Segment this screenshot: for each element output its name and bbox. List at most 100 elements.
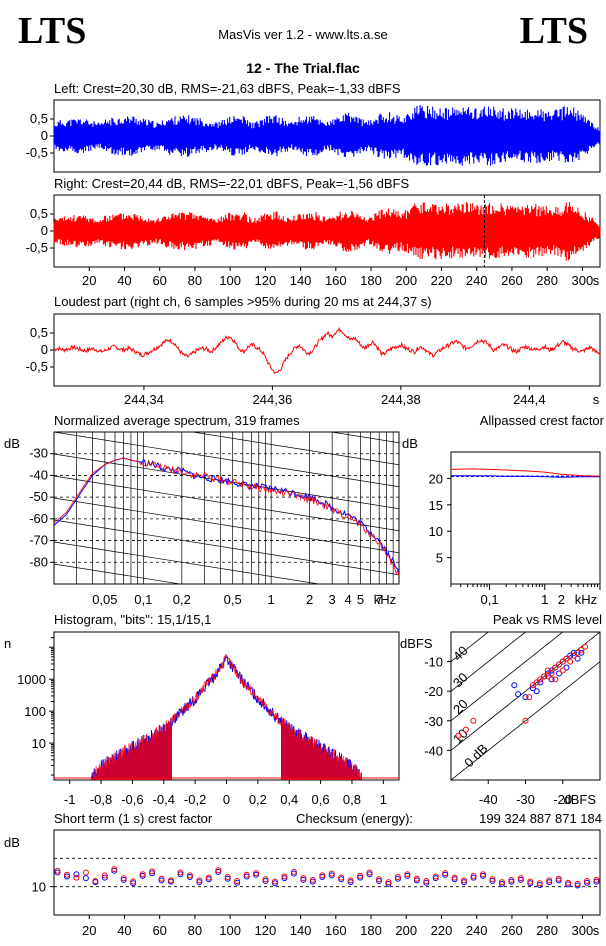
short-term-title: Short term (1 s) crest factor [54, 811, 213, 826]
right-peak-rms-point [455, 732, 462, 739]
left-crest-point [177, 871, 184, 878]
right-crest-point [338, 874, 345, 881]
left-crest-point [338, 876, 345, 883]
x-tick-label: 60 [152, 273, 166, 288]
left-crest-point [224, 875, 231, 882]
right-peak-rms-point [522, 717, 529, 724]
x-unit-label: s [593, 273, 600, 288]
right-waveform-signal [53, 202, 601, 261]
slope-line [54, 674, 399, 729]
left-waveform-signal [53, 105, 601, 166]
x-tick-label: 160 [325, 273, 347, 288]
y-tick-label: 10 [429, 524, 443, 539]
x-tick-label: 40 [117, 273, 131, 288]
y-tick-label: -0,5 [26, 240, 48, 255]
crest-line-label: 40 [450, 643, 471, 664]
x-tick-label: 240 [466, 923, 488, 938]
left-peak-rms-point [574, 655, 581, 662]
x-tick-label: 140 [290, 923, 312, 938]
crest-y-unit: dB [402, 436, 418, 451]
x-tick-label: 260 [501, 923, 523, 938]
slope-line [54, 608, 399, 663]
left-crest-point [54, 869, 61, 876]
left-crest-point [385, 880, 392, 887]
peak-rms-title: Peak vs RMS level [492, 612, 602, 627]
y-tick-label: 15 [429, 498, 443, 513]
left-crest-point [215, 868, 222, 875]
right-crest-point [498, 879, 505, 886]
right-crest-point [517, 875, 524, 882]
crest-line [451, 632, 564, 722]
right-crest-point [73, 874, 80, 881]
right-crest-point [120, 875, 127, 882]
left-crest-point [480, 872, 487, 879]
left-crest-point [423, 879, 430, 886]
left-waveform-title: Left: Crest=20,30 dB, RMS=-21,63 dBFS, P… [54, 81, 401, 96]
left-crest-point [300, 876, 307, 883]
app-title: MasVis ver 1.2 - www.lts.a.se [218, 27, 388, 42]
right-crest-point [404, 871, 411, 878]
x-tick-label: 0,6 [312, 792, 330, 807]
x-tick-label: 5 [357, 592, 364, 607]
y-tick-label: -60 [29, 511, 48, 526]
right-crest-point [480, 871, 487, 878]
left-peak-rms-point [515, 691, 522, 698]
right-peak-rms-point [541, 673, 548, 680]
right-crest-point [101, 872, 108, 879]
slope-line [54, 497, 399, 554]
right-crest-point [489, 876, 496, 883]
x-tick-label: 0,2 [249, 792, 267, 807]
left-crest-point [120, 876, 127, 883]
left-crest-point [271, 880, 278, 887]
right-crest-point [546, 877, 553, 884]
peak-rms-y-unit: dBFS [400, 636, 433, 651]
right-peak-rms-point [556, 661, 563, 668]
left-peak-rms-point [563, 664, 570, 671]
right-peak-rms-point [544, 673, 551, 680]
x-tick-label: 120 [255, 923, 277, 938]
left-peak-rms-point [548, 667, 555, 674]
x-tick-label: 180 [360, 273, 382, 288]
right-crest-point [309, 876, 316, 883]
left-crest-point [508, 878, 515, 885]
x-tick-label: 2 [558, 592, 565, 607]
right-crest-point [130, 878, 137, 885]
slope-line [54, 541, 322, 584]
slope-line [54, 519, 399, 576]
left-crest-point [357, 874, 364, 881]
right-crest-point [300, 875, 307, 882]
x-tick-label: 260 [501, 273, 523, 288]
right-crest-point [319, 872, 326, 879]
x-tick-label: 300 [572, 273, 594, 288]
left-peak-rms-point [556, 670, 563, 677]
left-crest-point [404, 872, 411, 879]
left-crest-point [319, 874, 326, 881]
right-peak-rms-point [470, 717, 477, 724]
x-tick-label: 1 [541, 592, 548, 607]
slope-line [190, 432, 399, 466]
logo-right: LTS [519, 10, 588, 52]
histogram-title: Histogram, "bits": 15,1/15,1 [54, 612, 212, 627]
short-term-y-unit: dB [4, 835, 20, 850]
x-tick-label: 0,5 [224, 592, 242, 607]
right-crest-point [574, 880, 581, 887]
right-peak-rms-point [533, 679, 540, 686]
left-crest-point [376, 878, 383, 884]
left-peak-rms-point [567, 652, 574, 659]
x-tick-label: 20 [82, 923, 96, 938]
y-tick-label: 0 [41, 128, 48, 143]
right-crest-point [63, 871, 70, 878]
slope-line [54, 146, 399, 201]
right-crest-point [366, 869, 373, 876]
left-crest-point [186, 874, 193, 881]
right-crest-point [196, 877, 203, 884]
y-tick-label: -80 [29, 554, 48, 569]
x-tick-label: 20 [82, 273, 96, 288]
right-peak-rms-point [559, 667, 566, 674]
right-crest-point [158, 875, 165, 882]
x-tick-label: 120 [255, 273, 277, 288]
left-crest-point [243, 873, 250, 880]
y-tick-label: 0,5 [30, 206, 48, 221]
right-crest-point [82, 869, 89, 876]
